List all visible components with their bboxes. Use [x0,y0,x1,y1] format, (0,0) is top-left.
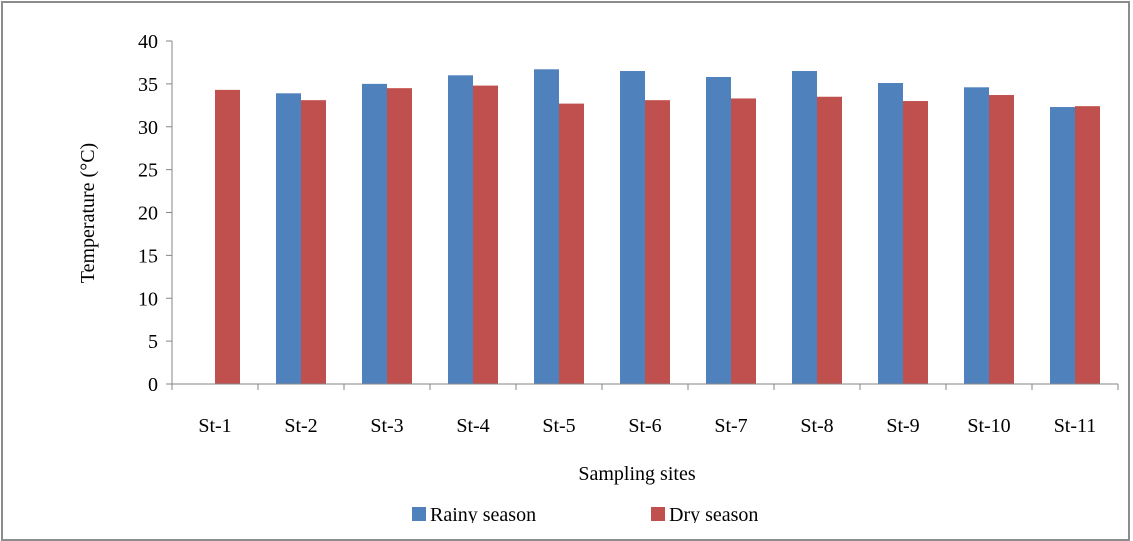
bar-rainy-season-st-8 [792,71,817,384]
x-tick-label: St-3 [370,415,403,437]
x-tick-label: St-2 [284,415,317,437]
legend: Rainy season Dry season [412,504,758,523]
y-tick-label: 0 [148,374,158,396]
y-axis-label: Temperature (°C) [77,143,99,283]
x-tick-label: St-11 [1054,415,1097,437]
x-tick-label: St-9 [886,415,919,437]
bar-dry-season-st-1 [215,89,240,384]
bar-dry-season-st-8 [817,96,842,385]
y-tick-label: 40 [138,31,158,53]
legend-swatch [651,507,665,521]
x-tick-label: St-10 [967,415,1010,437]
bar-rainy-season-st-10 [964,87,989,385]
y-tick-label: 30 [138,117,158,139]
x-tick-label: St-5 [542,415,575,437]
y-tick-label: 35 [138,74,158,96]
bar-dry-season-st-7 [731,98,756,384]
bar-rainy-season-st-6 [620,71,645,384]
x-tick-label: St-4 [456,415,489,437]
bar-rainy-season-st-5 [534,69,559,385]
y-tick-label: 20 [138,203,158,225]
bar-dry-season-st-10 [989,95,1014,385]
legend-label: Rainy season [430,504,536,523]
y-tick-label: 25 [138,160,158,182]
bar-dry-season-st-4 [473,85,498,384]
y-tick-label: 15 [138,245,158,267]
bar-dry-season-st-9 [903,101,928,385]
x-tick-label: St-1 [198,415,231,437]
bar-dry-season-st-11 [1075,106,1100,385]
bar-dry-season-st-3 [387,88,412,384]
bars [215,69,1100,385]
legend-label: Dry season [669,504,758,523]
bar-rainy-season-st-7 [706,77,731,384]
y-tick-label: 10 [138,288,158,310]
bar-rainy-season-st-4 [448,75,473,385]
x-axis-label: Sampling sites [578,463,695,485]
bar-rainy-season-st-2 [276,93,301,385]
x-tick-label: St-8 [800,415,833,437]
y-tick-label: 5 [148,331,158,353]
x-tick-label: St-7 [714,415,747,437]
bar-rainy-season-st-11 [1050,107,1075,384]
bar-dry-season-st-5 [559,103,584,384]
bar-dry-season-st-6 [645,100,670,384]
bar-dry-season-st-2 [301,100,326,384]
x-tick-label: St-6 [628,415,661,437]
legend-swatch [412,507,426,521]
y-axis-ticks: 0 5 10 15 20 25 30 35 40 [138,31,172,396]
x-axis-ticks: St-1 St-2 St-3 St-4 St-5 St-6 St-7 St-8 St-9 St-1… [171,384,1119,437]
bar-rainy-season-st-9 [878,83,903,384]
bar-rainy-season-st-3 [362,83,387,384]
